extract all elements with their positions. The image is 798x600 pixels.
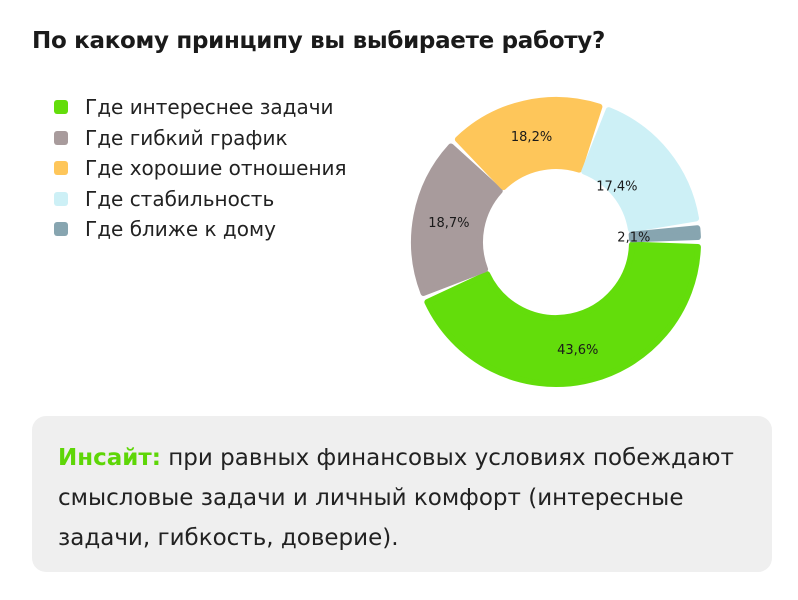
legend-item: Где гибкий график xyxy=(54,123,347,154)
slice-label: 17,4% xyxy=(596,180,637,195)
legend-item: Где интереснее задачи xyxy=(54,92,347,123)
legend-swatch xyxy=(54,100,68,115)
chart-title: По какому принципу вы выбираете работу? xyxy=(32,28,606,54)
slice-label: 43,6% xyxy=(557,343,598,358)
donut-slice xyxy=(411,143,503,296)
slice-label: 18,7% xyxy=(428,216,469,231)
legend-item: Где хорошие отношения xyxy=(54,153,347,184)
donut-slice xyxy=(424,241,701,387)
legend-label: Где гибкий график xyxy=(85,125,288,150)
legend-item: Где ближе к дому xyxy=(54,214,347,245)
legend-label: Где ближе к дому xyxy=(85,217,276,242)
legend-swatch xyxy=(54,191,68,206)
donut-slice xyxy=(454,97,603,191)
insight-label: Инсайт: xyxy=(58,445,161,471)
legend-item: Где стабильность xyxy=(54,184,347,215)
legend-swatch xyxy=(54,161,68,176)
donut-chart: 43,6% 18,7% 18,2% 17,4% 2,1% xyxy=(411,97,701,387)
legend-label: Где стабильность xyxy=(85,186,275,211)
slice-label: 18,2% xyxy=(511,130,552,145)
donut-slice xyxy=(628,225,701,243)
legend-swatch xyxy=(54,222,68,237)
legend: Где интереснее задачи Где гибкий график Гд… xyxy=(54,92,347,245)
insight-box: Инсайт: при равных финансовых условиях п… xyxy=(32,416,772,572)
legend-label: Где интереснее задачи xyxy=(85,95,334,120)
legend-label: Где хорошие отношения xyxy=(85,156,347,181)
donut-slice xyxy=(581,107,700,233)
legend-swatch xyxy=(54,130,68,145)
slice-label: 2,1% xyxy=(617,231,650,246)
insight-text: при равных финансовых условиях побеждают… xyxy=(58,445,734,551)
